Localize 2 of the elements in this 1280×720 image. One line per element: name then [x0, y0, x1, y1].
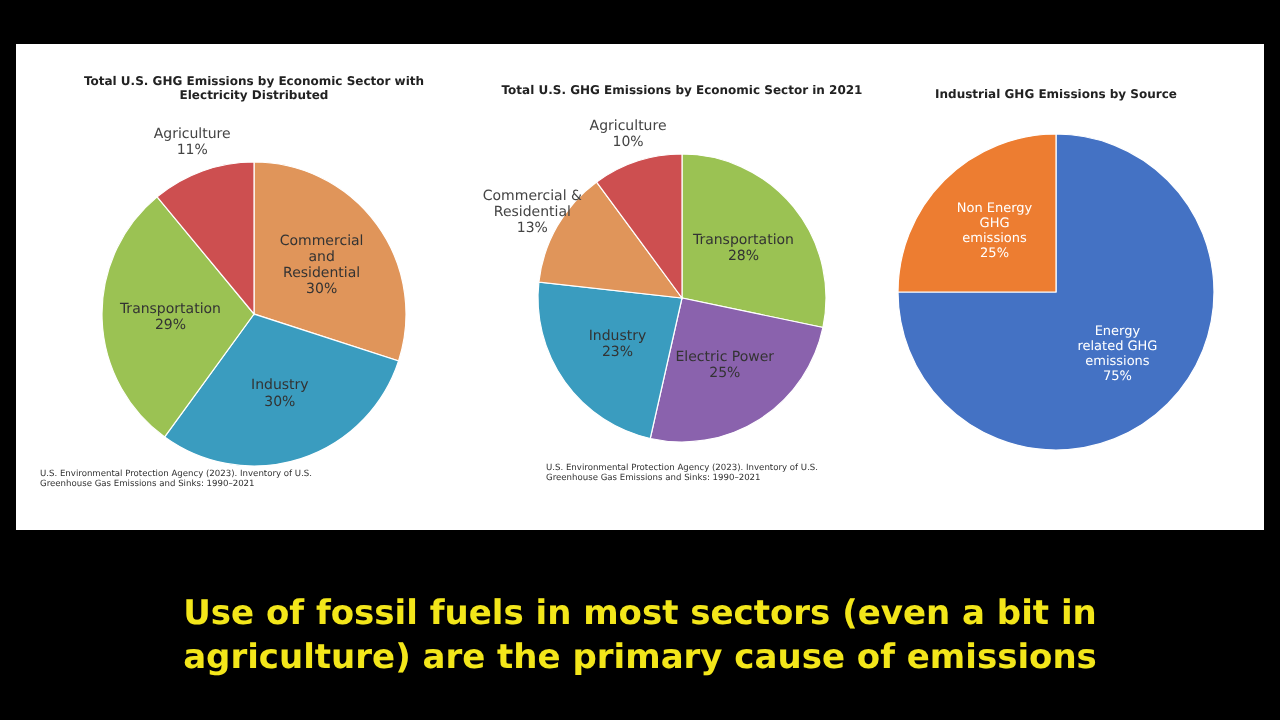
text: Use of fossil fuels in most sectors (even a bit in agriculture) are the primary cause of emissions: [183, 593, 1097, 678]
pie-slice: [897, 133, 1215, 451]
